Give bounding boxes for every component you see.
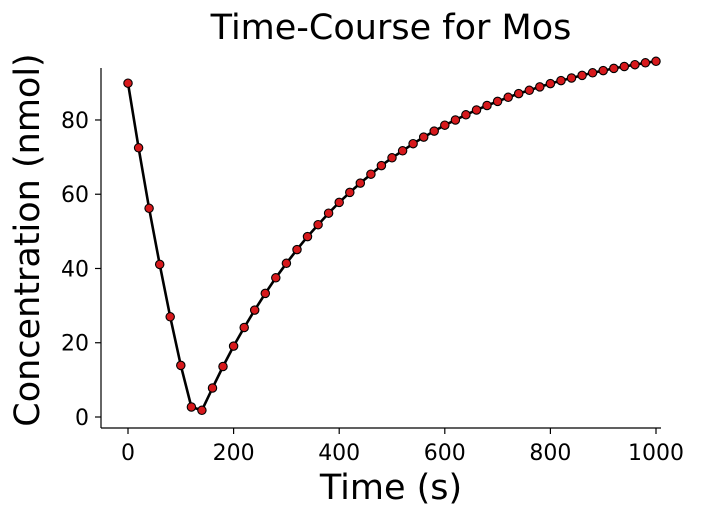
data-point xyxy=(535,82,545,92)
chart-title: Time-Course for Mos xyxy=(210,8,572,48)
data-point xyxy=(165,312,175,322)
axes-layer: 0 200 400 600 800 1000 0 20 40 60 80 xyxy=(61,68,684,466)
data-point xyxy=(176,360,186,371)
data-point xyxy=(609,63,619,74)
y-tick-label: 0 xyxy=(75,406,89,431)
data-point xyxy=(577,70,587,81)
series-layer xyxy=(123,56,661,416)
data-point xyxy=(513,88,524,99)
data-point xyxy=(302,231,313,242)
data-point xyxy=(334,197,344,208)
x-tick-label: 600 xyxy=(424,441,466,466)
data-point xyxy=(461,110,471,120)
series-line xyxy=(126,60,657,412)
data-point xyxy=(123,78,133,88)
x-axis-label: Time (s) xyxy=(319,468,463,508)
data-point xyxy=(271,273,281,283)
data-point xyxy=(144,203,154,214)
data-point xyxy=(366,169,376,179)
data-point xyxy=(651,56,661,67)
data-point xyxy=(471,105,482,115)
data-point xyxy=(292,244,302,255)
data-point xyxy=(249,305,260,315)
x-tick-label: 400 xyxy=(318,441,360,466)
data-point xyxy=(197,405,207,416)
data-point xyxy=(239,322,249,333)
y-tick-label: 60 xyxy=(61,183,89,208)
data-point xyxy=(397,146,408,156)
data-point xyxy=(207,383,218,393)
y-tick-label: 40 xyxy=(61,257,89,282)
data-point xyxy=(587,68,598,78)
data-point xyxy=(619,61,630,72)
x-tick-label: 200 xyxy=(213,441,255,466)
data-point xyxy=(408,138,418,149)
data-point xyxy=(450,115,461,125)
data-point xyxy=(260,288,271,299)
data-point xyxy=(566,73,577,83)
data-point xyxy=(133,143,144,153)
data-point xyxy=(313,219,323,230)
data-point xyxy=(418,132,429,142)
data-point xyxy=(598,65,608,76)
y-tick-label: 80 xyxy=(61,109,89,134)
x-tick-label: 0 xyxy=(121,441,135,466)
data-point xyxy=(524,85,535,96)
y-axis-label-wrap: Concentration (nmol) xyxy=(4,40,52,440)
data-point xyxy=(630,59,640,70)
data-point xyxy=(556,75,566,86)
data-point xyxy=(228,341,239,351)
data-point xyxy=(376,160,387,171)
data-point xyxy=(640,58,651,68)
data-point xyxy=(492,96,503,107)
y-tick-label: 20 xyxy=(61,332,89,357)
data-point xyxy=(355,178,366,188)
data-point xyxy=(503,92,513,103)
data-point xyxy=(545,78,556,89)
y-axis-label: Concentration (nmol) xyxy=(8,53,48,427)
data-point xyxy=(440,120,450,130)
data-point xyxy=(387,153,397,163)
data-point xyxy=(186,402,197,412)
data-point xyxy=(429,126,439,136)
data-point xyxy=(154,259,165,270)
x-tick-label: 1000 xyxy=(628,441,684,466)
data-point xyxy=(218,361,228,372)
data-point xyxy=(281,258,292,269)
data-point xyxy=(345,187,355,198)
data-point xyxy=(482,100,492,111)
data-point xyxy=(323,208,334,218)
x-tick-label: 800 xyxy=(529,441,571,466)
